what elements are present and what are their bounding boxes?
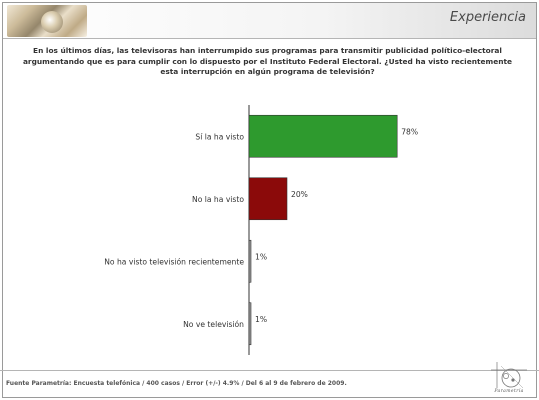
value-label-1: 20% xyxy=(291,190,308,199)
bar-2 xyxy=(248,239,252,283)
category-label-1: No la ha visto xyxy=(192,195,244,204)
parametria-logo-icon xyxy=(491,362,527,389)
category-label-0: Sí la ha visto xyxy=(195,132,244,141)
value-label-2: 1% xyxy=(255,252,267,261)
section-title: Experiencia xyxy=(449,10,526,25)
footer-divider xyxy=(0,370,539,371)
bar-3 xyxy=(248,302,252,346)
header-band: Experiencia xyxy=(3,3,536,39)
footer-source: Fuente Parametría: Encuesta telefónica /… xyxy=(6,380,347,387)
value-label-0: 78% xyxy=(401,127,418,136)
logo-wordmark: Parametría xyxy=(494,389,524,394)
category-label-3: No ve televisión xyxy=(183,320,244,329)
survey-question: En los últimos días, las televisoras han… xyxy=(22,46,513,76)
value-label-3: 1% xyxy=(255,315,267,324)
bar-1 xyxy=(248,177,288,221)
bar-0 xyxy=(248,114,398,158)
header-photo-icon xyxy=(7,5,87,37)
category-label-2: No ha visto televisión recientemente xyxy=(104,257,244,266)
